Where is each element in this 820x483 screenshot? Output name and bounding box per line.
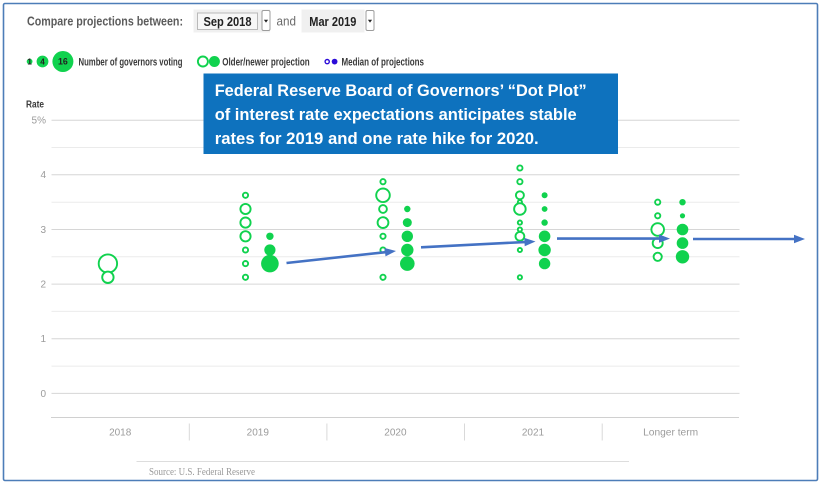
svg-text:4: 4: [40, 170, 46, 181]
svg-text:Compare projections between:: Compare projections between:: [27, 13, 183, 28]
svg-text:0: 0: [40, 389, 46, 400]
svg-text:Mar 2019: Mar 2019: [309, 14, 356, 29]
svg-text:1: 1: [40, 334, 46, 345]
svg-text:2019: 2019: [247, 428, 270, 439]
svg-text:Older/newer projection: Older/newer projection: [222, 56, 310, 68]
svg-text:2021: 2021: [522, 428, 545, 439]
svg-text:Median of projections: Median of projections: [342, 56, 425, 68]
svg-text:Source: U.S. Federal Reserve: Source: U.S. Federal Reserve: [149, 467, 255, 478]
svg-text:Longer term: Longer term: [643, 428, 698, 439]
svg-text:2: 2: [40, 280, 46, 291]
svg-text:Federal Reserve Board of Gover: Federal Reserve Board of Governors’ “Dot…: [215, 81, 587, 100]
svg-text:3: 3: [40, 225, 46, 236]
svg-text:5%: 5%: [32, 116, 47, 127]
svg-text:16: 16: [58, 57, 68, 67]
svg-text:2020: 2020: [384, 428, 407, 439]
svg-text:4: 4: [40, 57, 45, 66]
svg-text:1: 1: [27, 57, 32, 66]
svg-text:2018: 2018: [109, 428, 132, 439]
svg-text:Rate: Rate: [26, 99, 44, 111]
svg-text:Number of governors voting: Number of governors voting: [79, 56, 183, 68]
svg-text:Sep 2018: Sep 2018: [204, 14, 252, 29]
svg-text:and: and: [277, 13, 297, 28]
svg-text:rates for 2019 and one rate hi: rates for 2019 and one rate hike for 202…: [215, 129, 539, 148]
svg-text:of interest rate expectations: of interest rate expectations anticipate…: [215, 105, 577, 124]
